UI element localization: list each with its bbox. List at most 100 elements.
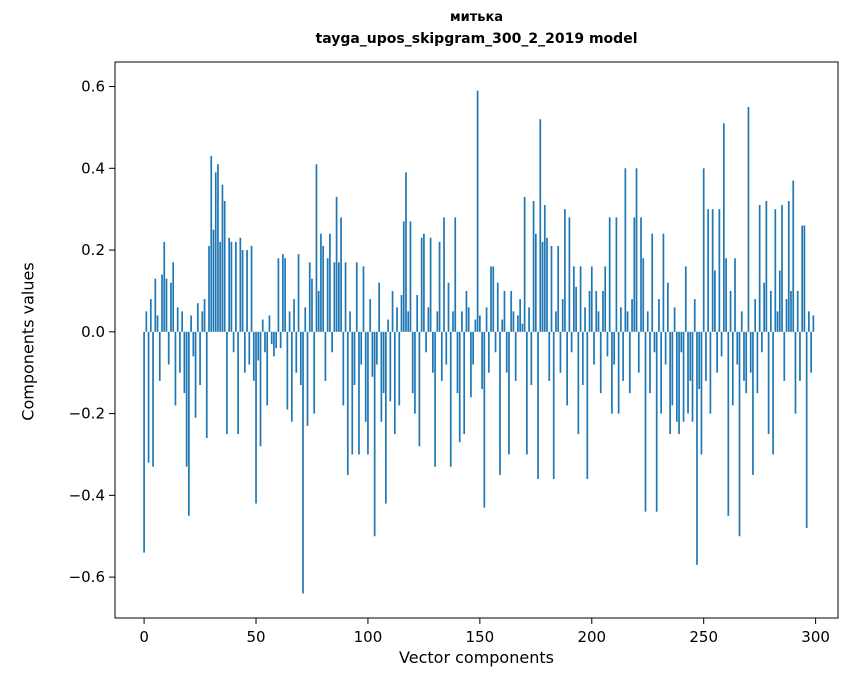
bar: [646, 311, 649, 332]
bar: [226, 331, 228, 435]
bar: [669, 331, 671, 435]
bar: [671, 331, 674, 406]
bar: [577, 331, 580, 435]
bar: [640, 217, 642, 332]
y-tick-label: 0.2: [81, 241, 105, 259]
bar: [452, 311, 454, 332]
bar: [501, 319, 504, 332]
bar: [597, 311, 600, 332]
bar: [277, 258, 280, 332]
chart-title-model: tayga_upos_skipgram_300_2_2019 model: [315, 31, 638, 47]
bar: [740, 311, 743, 332]
bar: [443, 217, 445, 332]
bar: [266, 331, 269, 406]
bar: [418, 331, 421, 447]
bar: [297, 254, 300, 332]
bar: [581, 331, 584, 385]
bar: [295, 331, 298, 373]
bar: [389, 331, 392, 402]
bar: [456, 331, 459, 394]
bar: [767, 331, 770, 435]
bar: [725, 258, 727, 332]
bar: [604, 266, 607, 332]
bar: [349, 311, 351, 332]
bar: [722, 123, 725, 332]
bar: [494, 331, 497, 353]
bar: [628, 331, 631, 394]
bar: [727, 331, 730, 516]
bar: [588, 290, 591, 332]
bar: [691, 331, 694, 422]
bar: [729, 290, 732, 332]
bar: [331, 331, 333, 353]
bar: [246, 250, 248, 332]
bar: [423, 233, 425, 332]
bar: [255, 331, 257, 504]
bar: [682, 331, 685, 422]
x-tick-label: 50: [246, 628, 265, 646]
bar: [476, 90, 479, 332]
bar: [561, 299, 564, 332]
bar: [479, 315, 481, 332]
bar: [673, 307, 676, 332]
bar: [329, 233, 331, 332]
bar: [635, 168, 638, 332]
bar: [651, 233, 654, 332]
bar: [716, 331, 718, 373]
y-tick-label: 0.6: [81, 78, 105, 96]
bar: [306, 331, 309, 426]
bar: [794, 331, 797, 414]
bar: [275, 331, 278, 349]
bar: [689, 331, 692, 381]
bar: [734, 258, 736, 332]
bar: [219, 241, 222, 332]
bar: [481, 331, 483, 390]
bar: [743, 331, 745, 381]
bar: [167, 331, 170, 365]
bar: [179, 331, 181, 373]
bar: [709, 331, 712, 414]
bar: [149, 299, 152, 332]
bar: [810, 331, 812, 373]
bar: [411, 331, 414, 394]
bar: [156, 315, 159, 332]
bar: [754, 299, 757, 332]
bar: [633, 217, 636, 332]
bar: [333, 262, 336, 332]
bar: [315, 164, 318, 332]
bar: [190, 315, 192, 332]
bar: [425, 331, 427, 353]
bar: [432, 331, 434, 373]
bar: [434, 331, 436, 467]
bar: [382, 331, 385, 394]
bar: [608, 217, 611, 332]
bar: [337, 262, 340, 332]
bar: [660, 331, 663, 414]
bar: [718, 209, 721, 332]
bar: [595, 290, 598, 332]
bar: [152, 331, 154, 467]
bar: [290, 331, 293, 422]
bar: [445, 331, 448, 365]
bar: [680, 331, 683, 353]
bar: [299, 331, 302, 385]
bar: [566, 331, 568, 406]
bar: [373, 331, 376, 537]
bar: [358, 331, 360, 455]
bar: [302, 331, 304, 594]
bar: [624, 168, 627, 332]
bar: [573, 266, 575, 332]
bar: [340, 217, 342, 332]
bar: [559, 331, 562, 373]
bar: [765, 201, 768, 332]
bar: [805, 331, 808, 529]
bar: [599, 331, 602, 394]
bar: [503, 290, 506, 332]
bar: [698, 331, 701, 390]
x-tick-label: 100: [354, 628, 383, 646]
bar: [248, 331, 251, 365]
bar: [304, 307, 307, 332]
bar: [264, 331, 266, 353]
bar: [308, 262, 311, 332]
bar: [371, 331, 374, 377]
